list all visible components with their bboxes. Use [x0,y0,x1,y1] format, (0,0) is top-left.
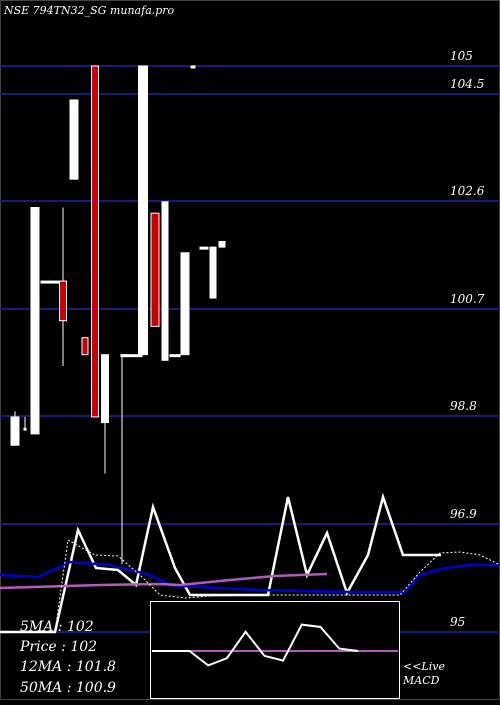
stat-5ma: 5MA : 102 [20,619,94,635]
candle-body [150,212,160,327]
indicator-ma-blue [0,560,500,594]
candle-body [190,65,196,69]
price-tick-label: 95 [450,615,465,629]
price-tick-label: 104.5 [450,77,484,91]
indicator-ma-violet [0,572,328,590]
candle-body [199,246,209,250]
price-tick-label: 105 [450,49,473,63]
indicator-ma-dotted [0,539,500,633]
candle-body [169,354,181,358]
candle-body [138,65,148,356]
stat-12ma: 12MA : 101.8 [20,659,116,675]
candle-body [81,337,89,356]
stat-price: Price : 102 [19,639,97,655]
watermark-text: NSE 794TN32_SG munafa.pro [3,4,175,17]
candles [10,65,226,565]
price-tick-label: 102.6 [450,184,485,198]
macd-line [152,623,359,667]
price-tick-labels: 105 104.5 102.6 100.7 98.8 96.9 95 [450,49,485,629]
macd-live-label: <<Live [403,660,445,673]
candle-body [59,280,67,322]
candle-body [218,240,226,248]
indicator-ma-white [0,492,441,634]
stat-50ma: 50MA : 100.9 [20,680,116,696]
candle-body [91,65,99,418]
candle-body [121,354,143,358]
price-gridlines [0,65,500,633]
price-tick-label: 100.7 [450,292,485,306]
candle-body [30,207,40,435]
macd-panel [150,601,400,699]
indicator-lines [0,492,500,634]
candle-body [161,201,169,361]
candle-body [101,354,109,424]
stats-block: 5MA : 102 Price : 102 12MA : 101.8 50MA … [19,619,116,696]
candle-body [40,280,62,284]
candle-body [180,252,190,356]
price-tick-label: 98.8 [450,399,477,413]
macd-label: MACD [402,674,440,687]
candle-body [209,246,217,299]
candle-body [10,416,20,446]
candle-body [69,99,79,180]
candle-body [23,427,27,431]
price-tick-label: 96.9 [450,507,477,521]
